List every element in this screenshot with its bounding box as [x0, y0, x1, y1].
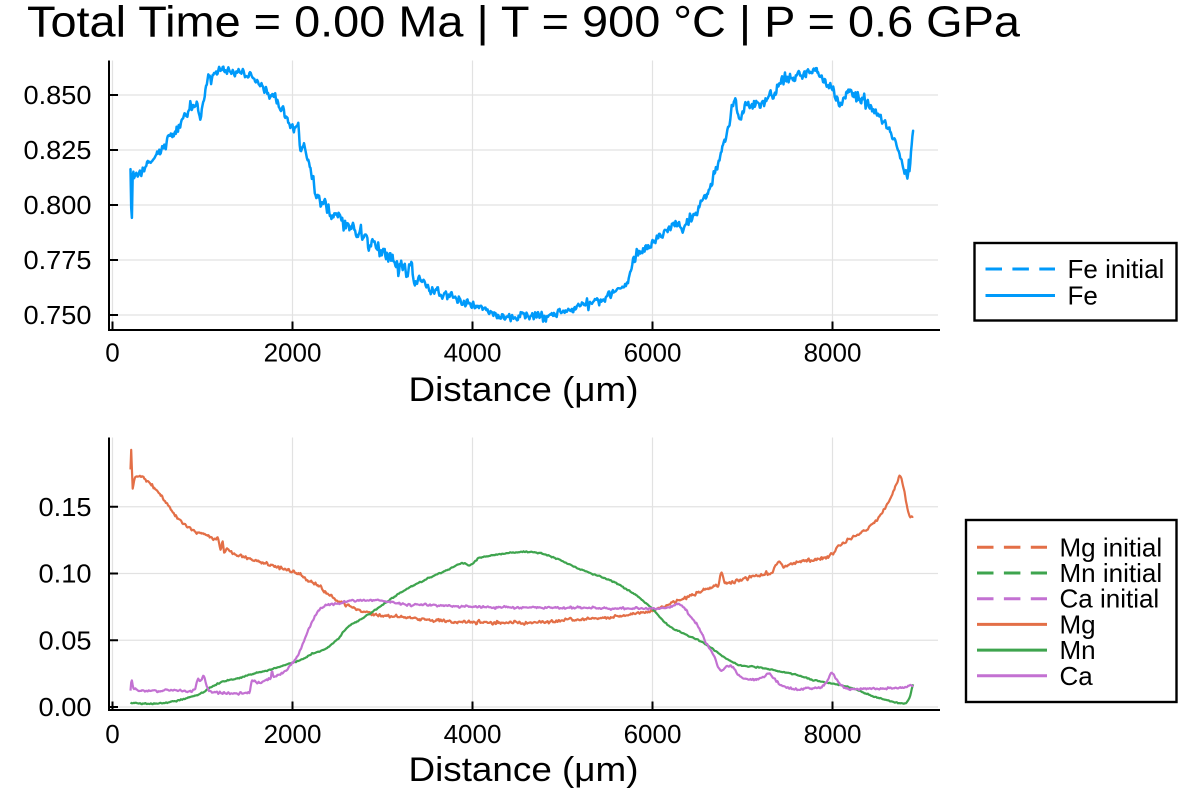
svg-text:Distance (μm): Distance (μm)	[409, 751, 639, 789]
svg-text:Mn: Mn	[1060, 635, 1096, 665]
svg-text:0.05: 0.05	[39, 625, 92, 655]
svg-text:Total Time = 0.00 Ma | T = 900: Total Time = 0.00 Ma | T = 900 °C | P = …	[27, 0, 1021, 47]
svg-text:0.800: 0.800	[24, 190, 92, 220]
svg-text:0.10: 0.10	[39, 559, 92, 589]
svg-text:0.00: 0.00	[39, 692, 92, 722]
svg-text:8000: 8000	[804, 338, 862, 368]
svg-text:0.750: 0.750	[24, 300, 92, 330]
svg-text:Mg initial: Mg initial	[1060, 532, 1163, 562]
svg-text:6000: 6000	[624, 719, 682, 749]
svg-text:4000: 4000	[444, 719, 502, 749]
svg-text:Fe: Fe	[1068, 281, 1098, 311]
svg-text:Fe initial: Fe initial	[1068, 254, 1165, 284]
svg-text:0: 0	[105, 338, 119, 368]
svg-text:0.850: 0.850	[24, 80, 92, 110]
svg-text:0.775: 0.775	[24, 245, 92, 275]
svg-text:0.825: 0.825	[24, 135, 92, 165]
svg-text:Distance (μm): Distance (μm)	[409, 371, 639, 409]
svg-text:0.15: 0.15	[39, 492, 92, 522]
svg-text:2000: 2000	[264, 719, 322, 749]
svg-text:Mg: Mg	[1060, 609, 1096, 639]
svg-text:6000: 6000	[624, 338, 682, 368]
svg-text:0: 0	[105, 719, 119, 749]
svg-text:8000: 8000	[804, 719, 862, 749]
svg-text:2000: 2000	[264, 338, 322, 368]
svg-text:Ca: Ca	[1060, 661, 1094, 691]
svg-text:Mn initial: Mn initial	[1060, 558, 1163, 588]
svg-text:4000: 4000	[444, 338, 502, 368]
svg-text:Ca initial: Ca initial	[1060, 584, 1160, 614]
